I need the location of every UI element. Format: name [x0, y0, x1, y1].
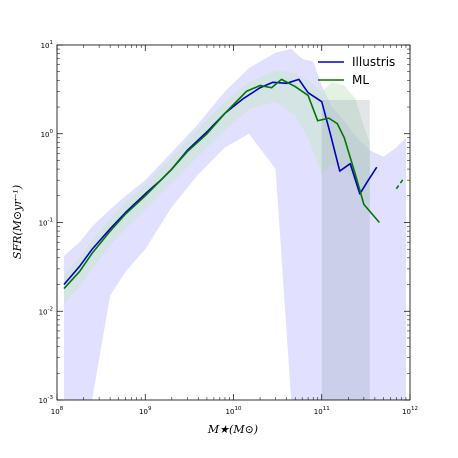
axis-ticks: [56, 44, 411, 401]
y-tick-label: 10-1: [39, 218, 53, 228]
legend-label-illustris: Illustris: [352, 55, 395, 69]
series-line-ml: [63, 78, 381, 290]
x-tick-labels: 108 109 1010 1011 1012: [51, 406, 418, 416]
y-tick-label: 101: [41, 40, 53, 50]
confidence-bands: [63, 49, 406, 400]
data-series: [63, 78, 405, 290]
y-tick-label: 100: [41, 129, 54, 139]
x-tick-label: 1011: [314, 406, 330, 416]
y-tick-labels: 10-3 10-2 10-1 100 101: [39, 40, 54, 405]
x-axis-label: M★(M⊙): [207, 423, 258, 436]
legend-label-ml: ML: [352, 73, 369, 87]
series-line-ml-extension-2: [395, 177, 405, 190]
y-tick-label: 10-2: [39, 306, 53, 316]
series-line-illustris: [63, 78, 378, 286]
legend: Illustris ML: [318, 55, 395, 87]
x-tick-label: 1010: [226, 406, 242, 416]
x-tick-label: 109: [139, 406, 152, 416]
x-tick-label: 1012: [402, 406, 418, 416]
band-1: [63, 70, 370, 305]
band-2: [321, 100, 370, 400]
y-tick-label: 10-3: [39, 395, 54, 405]
y-axis-label: SFR(M⊙yr⁻¹): [11, 185, 24, 259]
x-tick-label: 108: [51, 406, 64, 416]
